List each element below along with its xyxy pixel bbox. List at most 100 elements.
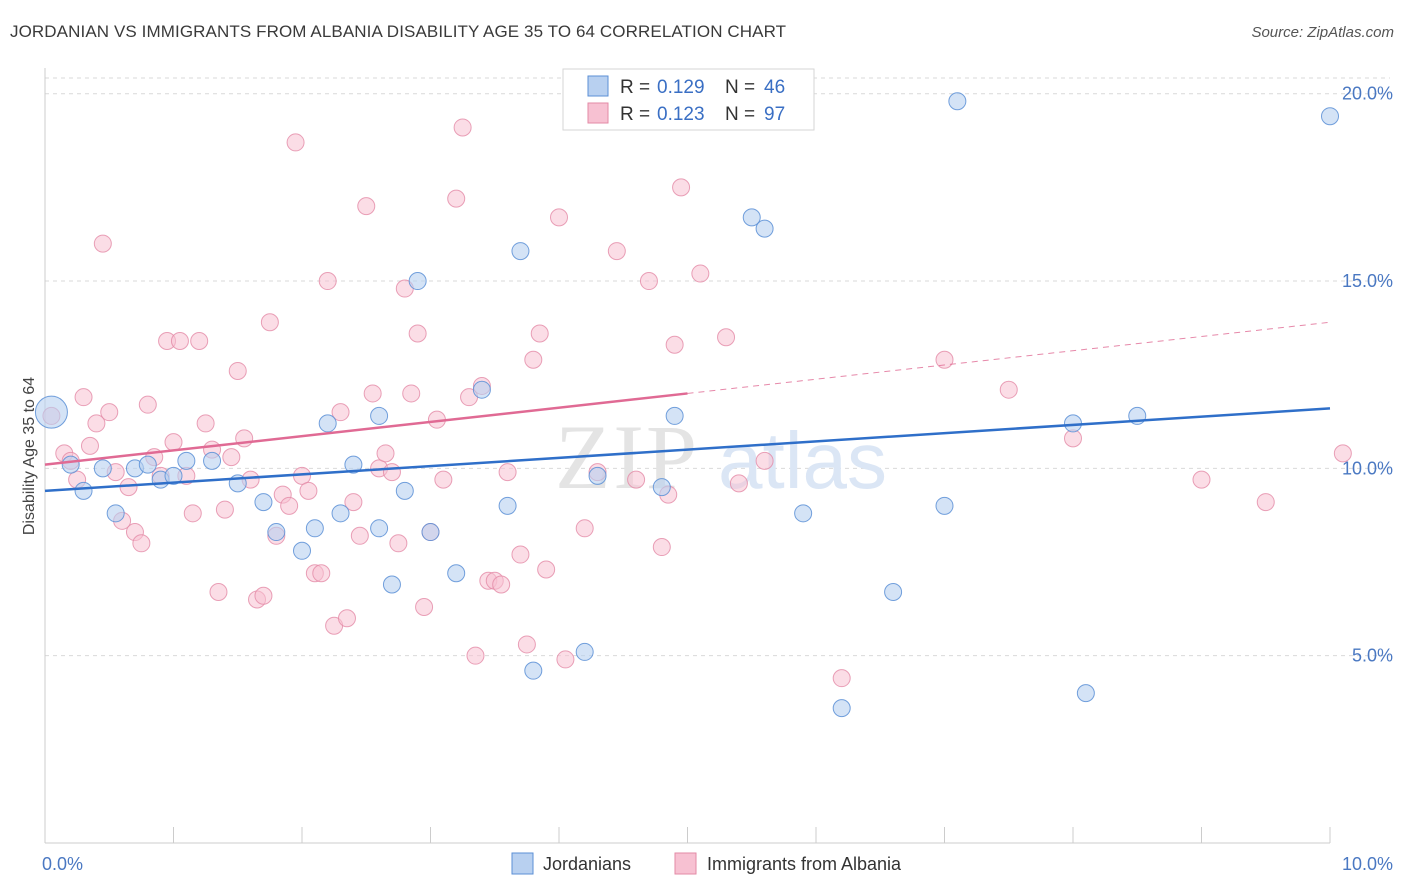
jordanian-point-27 bbox=[498, 496, 517, 515]
legend-r-label-pink: R = bbox=[620, 104, 650, 125]
albania-point-70 bbox=[511, 545, 530, 564]
jordanian-point-25 bbox=[447, 564, 466, 583]
legend-n-value-pink: 97 bbox=[764, 104, 785, 125]
albania-point-93 bbox=[1064, 429, 1082, 448]
jordanian-point-38 bbox=[884, 582, 903, 601]
albania-point-45 bbox=[337, 609, 356, 628]
y-tick-label-0: 5.0% bbox=[1352, 646, 1393, 666]
albania-trend-line-extension bbox=[687, 321, 1331, 394]
albania-point-52 bbox=[382, 463, 401, 482]
albania-point-77 bbox=[575, 519, 594, 538]
albania-point-56 bbox=[408, 324, 427, 343]
legend-r-value-pink: 0.123 bbox=[657, 104, 705, 125]
y-tick-label-1: 10.0% bbox=[1342, 458, 1393, 478]
albania-point-71 bbox=[517, 635, 536, 654]
y-tick-labels: 5.0% 10.0% 15.0% 20.0% bbox=[1342, 84, 1393, 666]
jordanian-point-17 bbox=[331, 504, 350, 523]
legend-n-label-blue: N = bbox=[725, 77, 755, 98]
albania-point-81 bbox=[639, 272, 658, 291]
albania-point-64 bbox=[466, 646, 485, 665]
albania-point-26 bbox=[215, 500, 234, 519]
watermark-atlas: atlas bbox=[718, 416, 887, 505]
albania-point-85 bbox=[672, 178, 691, 197]
jordanian-point-18 bbox=[344, 455, 363, 474]
jordanian-point-34 bbox=[742, 208, 761, 227]
albania-point-13 bbox=[132, 534, 151, 553]
legend-r-value-blue: 0.129 bbox=[657, 77, 705, 98]
albania-point-49 bbox=[363, 384, 382, 403]
jordanian-point-26 bbox=[472, 380, 491, 399]
jordanian-point-28 bbox=[511, 242, 530, 261]
jordanian-point-35 bbox=[755, 219, 774, 238]
albania-point-47 bbox=[350, 526, 369, 545]
jordanian-point-8 bbox=[164, 466, 183, 485]
albania-point-80 bbox=[627, 470, 646, 489]
jordanian-point-30 bbox=[575, 642, 594, 661]
albania-point-84 bbox=[665, 335, 684, 354]
jordanian-point-4 bbox=[106, 504, 125, 523]
chart-title: JORDANIAN VS IMMIGRANTS FROM ALBANIA DIS… bbox=[10, 22, 787, 41]
albania-point-75 bbox=[550, 208, 568, 227]
albania-point-42 bbox=[318, 272, 337, 291]
albania-point-87 bbox=[717, 328, 736, 347]
jordanian-point-42 bbox=[1076, 684, 1095, 703]
albania-point-72 bbox=[524, 350, 543, 369]
jordanian-point-3 bbox=[93, 459, 112, 478]
albania-point-28 bbox=[228, 361, 247, 380]
watermark: ZIP atlas bbox=[555, 406, 887, 508]
y-axis-title: Disability Age 35 to 64 bbox=[21, 377, 38, 535]
albania-point-8 bbox=[100, 403, 119, 422]
jordanian-point-24 bbox=[421, 523, 440, 542]
albania-point-74 bbox=[537, 560, 556, 579]
jordanian-point-14 bbox=[293, 541, 311, 560]
jordanian-point-9 bbox=[177, 451, 196, 470]
x-tick-label-1: 10.0% bbox=[1342, 854, 1393, 874]
albania-point-79 bbox=[607, 242, 626, 261]
jordanian-point-1 bbox=[61, 455, 80, 474]
albania-point-6 bbox=[87, 414, 106, 433]
albania-point-92 bbox=[999, 380, 1018, 399]
jordanian-point-40 bbox=[948, 92, 967, 111]
albania-point-33 bbox=[260, 313, 279, 332]
albania-point-57 bbox=[415, 597, 434, 616]
jordanian-point-20 bbox=[370, 406, 389, 425]
albania-trend-line bbox=[44, 392, 688, 466]
albania-point-27 bbox=[222, 448, 241, 467]
jordanian-point-29 bbox=[524, 661, 543, 680]
albania-point-68 bbox=[492, 575, 511, 594]
legend-swatch-pink bbox=[587, 102, 609, 124]
albania-point-23 bbox=[196, 414, 215, 433]
jordanian-point-37 bbox=[832, 699, 851, 718]
albania-point-90 bbox=[832, 669, 851, 688]
albania-point-5 bbox=[80, 436, 99, 455]
albania-point-62 bbox=[453, 118, 472, 137]
jordanian-point-10 bbox=[203, 451, 222, 470]
albania-point-51 bbox=[376, 444, 395, 463]
albania-point-4 bbox=[74, 388, 93, 407]
albania-point-95 bbox=[1256, 493, 1275, 512]
jordanian-point-23 bbox=[408, 272, 427, 291]
jordanian-point-36 bbox=[794, 504, 813, 523]
albania-point-32 bbox=[254, 586, 273, 605]
jordanian-point-39 bbox=[935, 496, 954, 515]
jordanian-point-16 bbox=[318, 414, 337, 433]
albania-point-96 bbox=[1333, 444, 1352, 463]
grid-lines bbox=[45, 77, 1390, 657]
albania-point-88 bbox=[729, 474, 748, 493]
albania-point-46 bbox=[344, 493, 363, 512]
albania-point-53 bbox=[389, 534, 408, 553]
albania-point-89 bbox=[755, 451, 774, 470]
albania-point-37 bbox=[286, 133, 305, 152]
albania-point-69 bbox=[498, 463, 517, 482]
albania-point-22 bbox=[190, 331, 209, 350]
albania-point-61 bbox=[447, 189, 466, 208]
jordanian-point-15 bbox=[305, 519, 324, 538]
albania-point-86 bbox=[691, 264, 710, 283]
jordanian-point-19 bbox=[370, 519, 389, 538]
x-tick-labels: 0.0% 10.0% bbox=[42, 854, 1393, 874]
jordanian-point-6 bbox=[138, 455, 157, 474]
jordanian-point-32 bbox=[652, 478, 671, 497]
legend-r-label-blue: R = bbox=[620, 77, 650, 98]
albania-point-76 bbox=[556, 650, 575, 669]
